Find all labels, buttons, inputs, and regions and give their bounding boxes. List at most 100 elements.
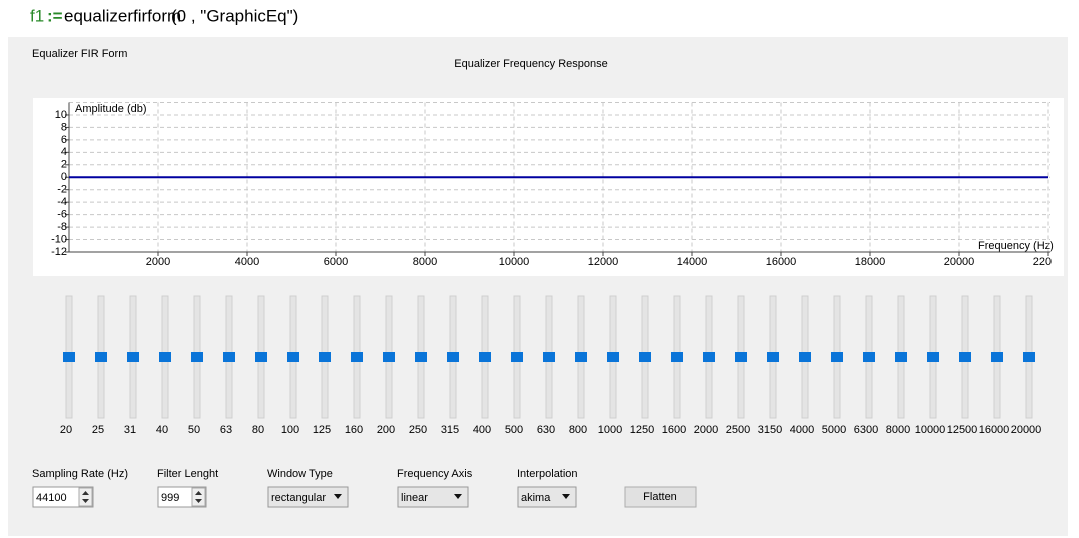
slider-thumb[interactable] [63,352,75,362]
slider-thumb[interactable] [479,352,491,362]
combo-arrow [334,494,342,499]
slider-thumb[interactable] [575,352,587,362]
slider-label: 2000 [694,424,718,436]
chart-title: Equalizer Frequency Response [454,58,607,70]
combo-value: akima [521,492,551,504]
combo-box[interactable] [517,486,577,508]
y-tick-label: 2 [61,159,67,171]
y-tick-label: 10 [55,109,67,121]
y-tick-label: -10 [51,233,67,245]
y-tick-label: 6 [61,134,67,146]
slider-thumb[interactable] [991,352,1003,362]
slider-label: 5000 [822,424,846,436]
slider-label: 12500 [947,424,978,436]
y-tick-label: -12 [51,246,67,258]
x-tick-label: 16000 [766,256,797,268]
spin-buttons[interactable] [78,487,93,507]
slider-thumb[interactable] [959,352,971,362]
control-label: Sampling Rate (Hz) [32,468,128,480]
flatten-button[interactable] [624,486,697,508]
slider-label: 2500 [726,424,750,436]
slider-label: 6300 [854,424,878,436]
slider-thumb[interactable] [703,352,715,362]
slider-thumb[interactable] [671,352,683,362]
slider-thumb[interactable] [895,352,907,362]
x-tick-label: 12000 [588,256,619,268]
combo-value: linear [401,492,428,504]
combo-box[interactable] [397,486,469,508]
slider-thumb[interactable] [831,352,843,362]
slider-label: 200 [377,424,395,436]
slider-thumb[interactable] [1023,352,1035,362]
slider-thumb[interactable] [447,352,459,362]
command-function: equalizerfirform [64,6,181,25]
spin-buttons[interactable] [191,487,206,507]
slider-thumb[interactable] [159,352,171,362]
y-tick-label: -4 [57,196,67,208]
slider-label: 31 [124,424,136,436]
slider-thumb[interactable] [191,352,203,362]
slider-thumb[interactable] [319,352,331,362]
y-axis-label: Amplitude (db) [75,103,147,115]
command-variable: f1 [30,6,44,25]
slider-label: 40 [156,424,168,436]
command-operator: := [47,6,63,25]
x-tick-label: 20000 [944,256,975,268]
slider-thumb[interactable] [735,352,747,362]
x-tick-label: 8000 [413,256,437,268]
control-label: Interpolation [517,468,578,480]
slider-thumb[interactable] [863,352,875,362]
combo-arrow [454,494,462,499]
y-tick-label: 8 [61,121,67,133]
slider-thumb[interactable] [927,352,939,362]
slider-label: 250 [409,424,427,436]
slider-label: 20 [60,424,72,436]
spin-down [82,499,89,503]
slider-label: 100 [281,424,299,436]
combo-arrow [562,494,570,499]
slider-label: 400 [473,424,491,436]
command-arguments: (0 , "GraphicEq") [171,6,298,25]
slider-label: 16000 [979,424,1010,436]
slider-label: 800 [569,424,587,436]
control-label: Window Type [267,468,333,480]
slider-label: 125 [313,424,331,436]
slider-label: 10000 [915,424,946,436]
control-label: Frequency Axis [397,468,473,480]
slider-thumb[interactable] [767,352,779,362]
slider-thumb[interactable] [223,352,235,362]
slider-label: 80 [252,424,264,436]
y-tick-label: 4 [61,146,67,158]
slider-thumb[interactable] [287,352,299,362]
combo-value: rectangular [271,492,326,504]
slider-thumb[interactable] [351,352,363,362]
y-tick-label: 0 [61,171,67,183]
slider-thumb[interactable] [543,352,555,362]
slider-thumb[interactable] [415,352,427,362]
slider-thumb[interactable] [95,352,107,362]
slider-label: 1250 [630,424,654,436]
x-tick-label: 2000 [146,256,170,268]
slider-thumb[interactable] [639,352,651,362]
slider-label: 4000 [790,424,814,436]
slider-thumb[interactable] [383,352,395,362]
slider-label: 20000 [1011,424,1042,436]
spinbox-value: 999 [161,492,179,504]
slider-label: 160 [345,424,363,436]
combo-box[interactable] [267,486,349,508]
slider-thumb[interactable] [511,352,523,362]
x-tick-label: 14000 [677,256,708,268]
slider-thumb[interactable] [127,352,139,362]
spinbox-box[interactable] [32,486,94,508]
x-axis-label: Frequency (Hz) [978,240,1054,252]
slider-thumb[interactable] [255,352,267,362]
slider-thumb[interactable] [799,352,811,362]
slider-thumb[interactable] [607,352,619,362]
x-tick-label: 10000 [499,256,530,268]
y-tick-label: -8 [57,221,67,233]
y-tick-label: -2 [57,184,67,196]
flatten-button-label[interactable]: Flatten [643,491,677,503]
slider-label: 50 [188,424,200,436]
slider-label: 630 [537,424,555,436]
